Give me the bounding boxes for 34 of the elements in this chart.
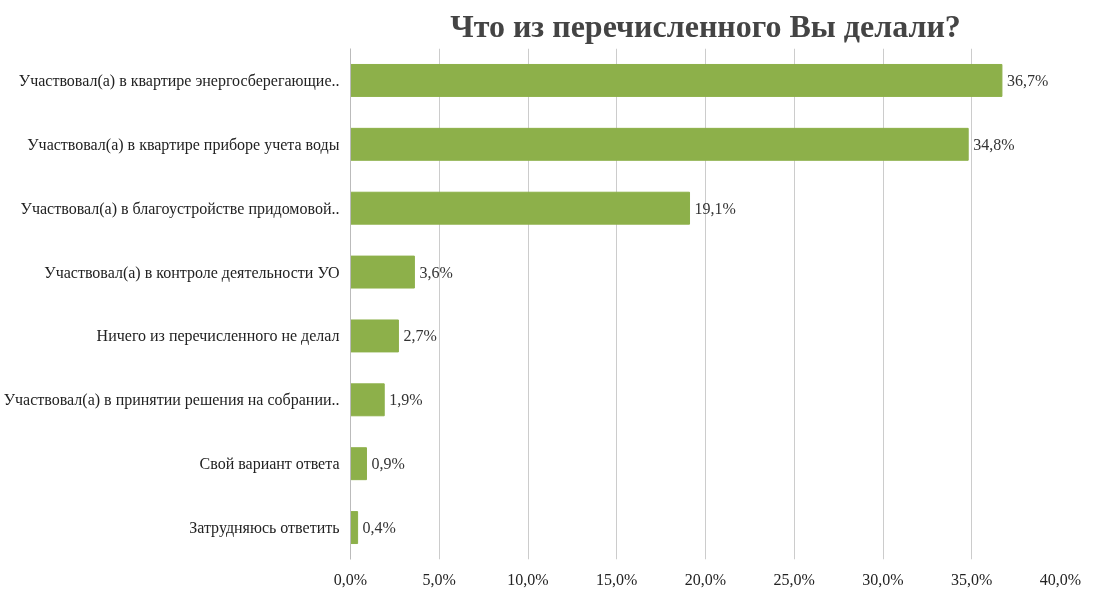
data-label: 19,1% (694, 199, 736, 217)
bar (350, 191, 691, 225)
data-label: 0,4% (362, 519, 396, 537)
data-label: 3,6% (419, 263, 453, 281)
y-tick-label: Затрудняюсь ответить (189, 519, 340, 538)
bar (350, 127, 969, 161)
x-tick-label: 30,0% (862, 570, 904, 588)
y-tick-label: Участвовал(а) в принятии решения на собрании.. (3, 391, 340, 410)
chart-title: Что из перечисленного Вы делали? (450, 7, 961, 44)
y-tick-label: Свой вариант ответа (199, 455, 340, 474)
bar (350, 319, 399, 353)
y-tick-label: Участвовал(а) в квартире энергосберегающие.. (18, 71, 340, 90)
x-tick-label: 25,0% (773, 570, 815, 588)
y-tick-label: Ничего из перечисленного не делал (96, 327, 340, 346)
data-label: 0,9% (371, 455, 405, 473)
bar (350, 255, 415, 289)
x-tick-label: 15,0% (596, 570, 638, 588)
data-label: 2,7% (403, 327, 437, 345)
x-tick-label: 5,0% (422, 570, 456, 588)
x-tick-label: 35,0% (951, 570, 993, 588)
bar (350, 447, 367, 481)
y-tick-label: Участвовал(а) в контроле деятельности УО (44, 263, 340, 282)
x-tick-label: 20,0% (684, 570, 727, 588)
data-label: 1,9% (389, 391, 423, 409)
y-tick-label: Участвовал(а) в благоустройстве придомовой.. (20, 199, 340, 218)
x-tick-label: 40,0% (1039, 570, 1082, 588)
bar (350, 63, 1003, 97)
bar (350, 383, 385, 417)
bar (350, 511, 359, 545)
y-tick-label: Участвовал(а) в квартире приборе учета воды (27, 135, 340, 154)
x-tick-label: 0,0% (333, 570, 368, 588)
data-label: 36,7% (1006, 71, 1049, 89)
x-tick-label: 10,0% (507, 570, 549, 588)
data-label: 34,8% (973, 135, 1015, 153)
